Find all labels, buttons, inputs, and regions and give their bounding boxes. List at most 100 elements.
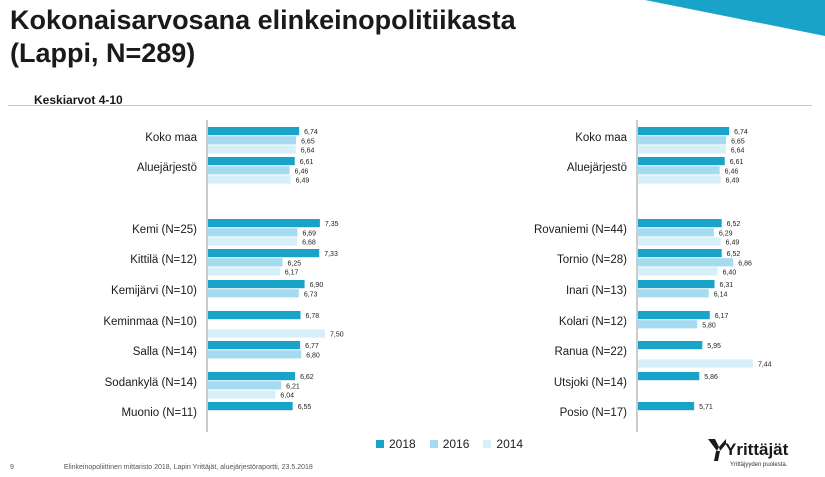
page-number: 9: [10, 464, 14, 471]
legend-label-2014: 2014: [496, 437, 524, 451]
value-label: 6,49: [726, 240, 740, 247]
value-label: 6,65: [301, 138, 315, 145]
value-label: 6,21: [286, 383, 300, 390]
bar-2014: [208, 175, 291, 184]
bar-2018: [208, 157, 295, 166]
value-label: 6,64: [731, 148, 745, 155]
value-label: 6,61: [300, 159, 314, 166]
bar-2014: [638, 267, 718, 276]
category-label: Inari (N=13): [566, 285, 627, 297]
value-label: 7,35: [325, 221, 339, 228]
value-label: 6,90: [310, 282, 324, 289]
category-label: Salla (N=14): [133, 346, 197, 358]
bar-2014: [638, 145, 726, 154]
value-label: 6,69: [302, 230, 316, 237]
chart-panel-2: Koko maa 6,74 6,65 6,64 Aluejärjestö 6,61 6,46…: [534, 120, 772, 432]
bar-2016: [638, 320, 698, 329]
category-label: Kemi (N=25): [132, 224, 197, 236]
bar-2018: [208, 341, 301, 350]
bar-2014: [638, 359, 753, 368]
header-accent-stripe: [645, 0, 825, 36]
value-label: 6,80: [306, 352, 320, 359]
value-label: 6,49: [296, 178, 310, 185]
bar-2018: [638, 280, 715, 289]
category-label: Koko maa: [145, 132, 197, 144]
bar-2016: [208, 289, 299, 298]
value-label: 6,25: [288, 260, 302, 267]
yrittajat-logo-icon: [708, 439, 726, 461]
value-label: 6,46: [295, 168, 309, 175]
category-label: Ranua (N=22): [554, 346, 627, 358]
bar-2016: [208, 258, 283, 267]
chart-subtitle: Keskiarvot 4-10: [34, 93, 123, 107]
value-label: 6,65: [731, 138, 745, 145]
legend-swatch-2018: [376, 440, 384, 448]
bar-2018: [638, 219, 722, 228]
category-label: Kolari (N=12): [559, 316, 627, 328]
value-label: 6,62: [300, 374, 314, 381]
bar-2018: [208, 402, 293, 411]
bar-2016: [208, 136, 297, 145]
category-label: Koko maa: [575, 132, 627, 144]
logo-wordmark: Yrittäjät: [725, 440, 789, 459]
bar-2018: [638, 127, 730, 136]
value-label: 6,31: [720, 282, 734, 289]
legend-swatch-2014: [483, 440, 492, 448]
bar-2018: [638, 402, 695, 411]
value-label: 6,49: [726, 178, 740, 185]
value-label: 6,46: [725, 168, 739, 175]
legend-item-2014: 2014: [483, 437, 523, 451]
value-label: 6,55: [298, 404, 312, 411]
value-label: 5,71: [699, 404, 713, 411]
category-label: Aluejärjestö: [567, 162, 627, 174]
bar-2018: [638, 341, 703, 350]
page-title: Kokonaisarvosana elinkeinopolitiikasta (…: [10, 5, 516, 68]
bar-2014: [208, 145, 296, 154]
category-label: Keminmaa (N=10): [103, 316, 197, 328]
category-label: Posio (N=17): [560, 407, 628, 419]
bar-2014: [208, 329, 325, 338]
category-label: Kittilä (N=12): [130, 254, 197, 266]
category-label: Kemijärvi (N=10): [111, 285, 197, 297]
footer: 9 Elinkeinopoliittinen mittaristo 2018, …: [10, 464, 313, 471]
footer-source: Elinkeinopoliittinen mittaristo 2018, La…: [63, 464, 313, 471]
value-label: 5,86: [704, 374, 718, 381]
bar-2018: [638, 249, 722, 258]
bar-2018: [638, 157, 725, 166]
bar-2016: [638, 228, 714, 237]
value-label: 6,64: [301, 148, 315, 155]
bar-2016: [208, 228, 298, 237]
bar-2016: [638, 258, 734, 267]
bar-2018: [638, 311, 710, 320]
value-label: 6,52: [727, 221, 741, 228]
bar-2014: [208, 237, 298, 246]
chart-panel-1: Koko maa 6,74 6,65 6,64 Aluejärjestö 6,61 6,46…: [103, 120, 344, 432]
value-label: 6,74: [734, 129, 748, 136]
value-label: 6,77: [305, 343, 319, 350]
divider-line: [8, 105, 812, 106]
bar-2016: [638, 136, 727, 145]
bar-2016: [208, 350, 302, 359]
value-label: 6,86: [738, 260, 752, 267]
value-label: 6,17: [285, 270, 299, 277]
value-label: 6,29: [719, 230, 733, 237]
bar-2016: [638, 166, 720, 175]
bar-2018: [208, 127, 300, 136]
bar-2014: [638, 175, 721, 184]
legend-item-2016: 2016: [429, 437, 470, 451]
legend-swatch-2016: [429, 440, 438, 448]
value-label: 6,04: [280, 393, 294, 400]
bar-2016: [208, 381, 282, 390]
logo-tagline: Yrittäjyyden puolesta.: [730, 462, 788, 468]
value-label: 7,33: [324, 251, 338, 258]
value-label: 6,17: [715, 313, 729, 320]
value-label: 5,95: [707, 343, 721, 350]
legend-label-2016: 2016: [442, 437, 470, 451]
bar-2018: [208, 311, 301, 320]
bar-2014: [638, 237, 721, 246]
value-label: 6,61: [730, 159, 744, 166]
accent-stripe-shape: [645, 0, 825, 36]
legend-item-2018: 2018: [376, 437, 416, 451]
value-label: 6,74: [304, 129, 318, 136]
